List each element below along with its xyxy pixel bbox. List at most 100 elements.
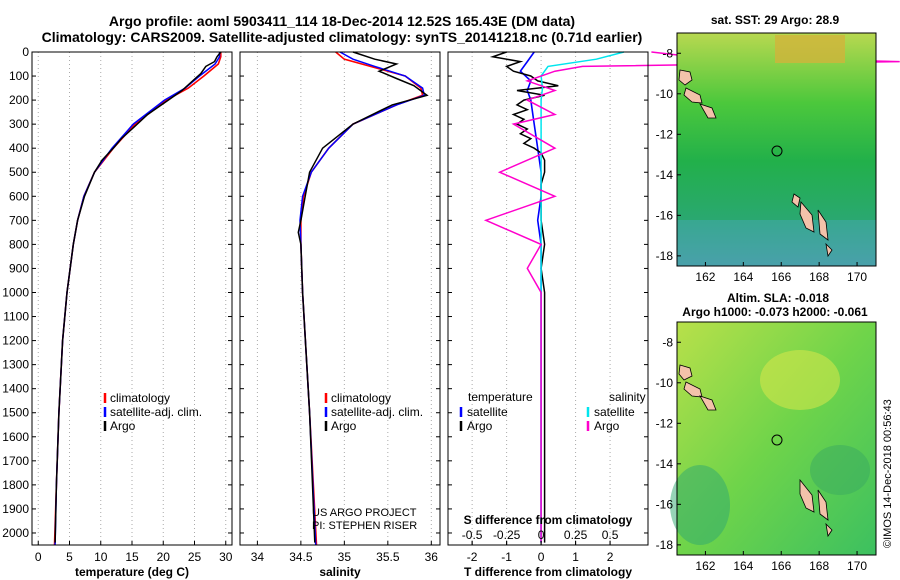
difference-s-xtick-label: -0.5	[462, 528, 483, 542]
sst-warm-patch	[775, 35, 845, 63]
depth-tick-label: 1000	[2, 285, 29, 299]
sst-cool-patch	[677, 220, 876, 266]
temperature-xtick-label: 20	[157, 550, 171, 564]
temperature-series-line	[53, 52, 222, 546]
difference-xtick-label: -2	[467, 550, 478, 564]
salinity-footnote: PI: STEPHEN RISER	[312, 520, 417, 532]
depth-tick-label: 1900	[2, 502, 29, 516]
sla-map-ytick-label: -14	[656, 457, 674, 471]
salinity-xtick-label: 35	[338, 550, 352, 564]
difference-xlabel: T difference from climatology	[464, 565, 632, 579]
sla-map-ytick-label: -12	[656, 416, 674, 430]
difference-frame	[447, 51, 649, 546]
salinity-xtick-label: 36	[425, 550, 439, 564]
salinity-series-line	[300, 51, 424, 546]
temperature-series-line	[54, 51, 222, 543]
difference-xtick-label: 1	[572, 550, 579, 564]
depth-tick-label: 300	[9, 117, 29, 131]
difference-xtick-label: -1	[501, 550, 512, 564]
sla-map-xtick-label: 166	[771, 559, 791, 573]
depth-tick-label: 1600	[2, 430, 29, 444]
difference-s-xtick-label: 0.5	[602, 528, 619, 542]
sst-map-ytick-label: -8	[662, 46, 673, 60]
difference-legend-title-right: salinity	[609, 390, 646, 404]
temperature-xlabel: temperature (deg C)	[75, 565, 189, 579]
depth-tick-label: 0	[22, 45, 29, 59]
difference-s-xlabel: S difference from climatology	[464, 513, 633, 527]
difference-xtick-label: 2	[607, 550, 614, 564]
sst-map-xtick-label: 170	[847, 270, 867, 284]
difference-legend-label: satellite	[467, 405, 508, 419]
salinity-frame	[239, 51, 441, 546]
sla-map-xtick-label: 170	[847, 559, 867, 573]
sla-map-ytick-label: -18	[656, 538, 674, 552]
salinity-panel: 34 34.5 35 35.5 36 salinity climatologysatelli…	[239, 51, 441, 579]
difference-legend-label: Argo	[467, 419, 493, 433]
sla-map-title: Altim. SLA: -0.018	[727, 291, 829, 305]
temperature-xtick-label: 25	[188, 550, 202, 564]
title-line2: Climatology: CARS2009. Satellite-adjuste…	[42, 29, 643, 45]
sla-low-patch	[670, 465, 730, 545]
salinity-xlabel: salinity	[319, 565, 361, 579]
depth-tick-label: 900	[9, 261, 29, 275]
difference-panel: -2 -1 0 1 2T difference from climatologytemp…	[447, 51, 900, 579]
credit-text: ©IMOS 14-Dec-2018 00:56:43	[882, 399, 894, 548]
temperature-legend-label: climatology	[110, 391, 170, 405]
temperature-panel: 0100200300400500600700800900100011001200…	[2, 45, 232, 579]
sst-map-ytick-label: -10	[656, 87, 674, 101]
sst-map-xtick-label: 168	[809, 270, 829, 284]
sst-map: 162 164 166 168 170 -8 -10 -12 -14 -16 -18	[656, 32, 877, 284]
sst-map-xtick-label: 162	[695, 270, 715, 284]
depth-tick-label: 1400	[2, 382, 29, 396]
difference-s-xtick-label: 0.25	[564, 528, 588, 542]
salinity-xtick-label: 35.5	[376, 550, 400, 564]
salinity-legend-label: satellite-adj. clim.	[331, 405, 423, 419]
depth-tick-label: 1300	[2, 358, 29, 372]
sst-map-ytick-label: -16	[656, 208, 674, 222]
sst-ticks: 162 164 166 168 170 -8 -10 -12 -14 -16 -18	[656, 46, 868, 284]
temperature-xtick-label: 30	[219, 550, 233, 564]
difference-series-line	[483, 51, 900, 543]
salinity-xtick-label: 34.5	[289, 550, 313, 564]
depth-tick-label: 100	[9, 69, 29, 83]
sla-map-xtick-label: 168	[809, 559, 829, 573]
difference-s-xtick-label: 0	[538, 528, 545, 542]
sst-map-ytick-label: -14	[656, 168, 674, 182]
sla-low-patch-2	[810, 445, 870, 495]
salinity-legend-label: Argo	[331, 419, 357, 433]
depth-tick-label: 2000	[2, 526, 29, 540]
temperature-xtick-label: 5	[66, 550, 73, 564]
difference-xtick-label: 0	[538, 550, 545, 564]
depth-tick-label: 600	[9, 189, 29, 203]
depth-tick-label: 400	[9, 141, 29, 155]
sst-field	[677, 33, 876, 266]
sla-argo-marker	[771, 434, 783, 446]
sla-map-subtitle: Argo h1000: -0.073 h2000: -0.061	[682, 305, 868, 319]
sla-map-frame	[676, 321, 877, 556]
sst-islands	[678, 69, 833, 258]
sst-map-xtick-label: 166	[771, 270, 791, 284]
depth-tick-label: 1100	[3, 310, 29, 324]
sst-map-ytick-label: -18	[656, 249, 674, 263]
sla-map-ytick-label: -16	[656, 497, 674, 511]
salinity-series-line	[297, 51, 429, 543]
temperature-legend-label: satellite-adj. clim.	[110, 405, 202, 419]
depth-tick-label: 1700	[2, 454, 29, 468]
depth-tick-label: 200	[9, 93, 29, 107]
temperature-legend-label: Argo	[110, 419, 136, 433]
sla-map-xtick-label: 162	[695, 559, 715, 573]
depth-tick-label: 1800	[2, 478, 29, 492]
difference-legend-title-left: temperature	[468, 390, 533, 404]
sst-map-ytick-label: -12	[656, 127, 674, 141]
sst-map-frame	[676, 32, 877, 267]
sla-ticks: 162 164 166 168 170 -8 -10 -12 -14 -16 -18	[656, 335, 868, 573]
depth-tick-label: 800	[9, 237, 29, 251]
depth-tick-label: 1200	[2, 334, 29, 348]
sla-islands	[678, 364, 833, 538]
difference-s-xtick-label: -0.25	[493, 528, 521, 542]
temperature-xtick-label: 15	[125, 550, 139, 564]
temperature-series-line	[54, 52, 221, 546]
salinity-legend-label: climatology	[331, 391, 391, 405]
sst-argo-marker	[771, 145, 783, 157]
temperature-xtick-label: 10	[94, 550, 108, 564]
